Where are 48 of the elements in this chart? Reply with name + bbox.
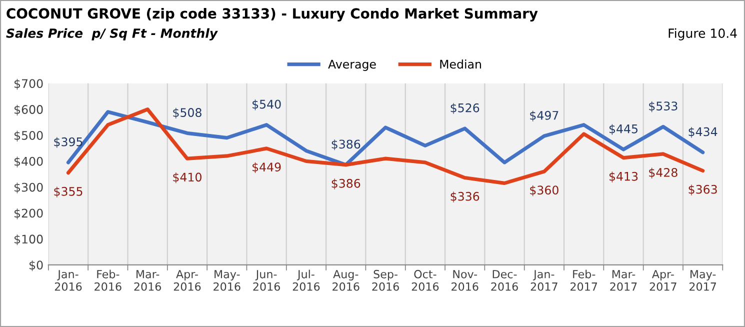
x-tick-label: Aug- 2016 [332,270,360,291]
chart-title: COCONUT GROVE (zip code 33133) - Luxury Condo Market Summary [6,8,538,22]
x-tick-label: Feb- 2016 [94,270,122,291]
data-label: $540 [252,100,281,110]
x-tick-label: Jul- 2016 [292,270,320,291]
x-tick-label: May- 2017 [689,270,716,291]
x-tick-label: Jan- 2016 [54,270,82,291]
x-tick-label: Jun- 2016 [253,270,280,291]
y-tick-label: $300 [14,182,43,194]
y-tick-label: $100 [14,234,43,246]
data-label: $434 [688,127,718,138]
data-label: $360 [530,185,558,196]
x-tick-label: Apr- 2017 [650,270,676,291]
data-label: $497 [530,110,558,122]
caption: Figure 10.4 [668,28,737,40]
x-tick-label: Jan- 2017 [530,270,558,291]
data-label: $508 [173,108,202,119]
x-tick-label: Dec- 2016 [491,270,518,291]
x-tick-label: Sep- 2016 [372,270,399,291]
data-label: $428 [649,168,678,178]
data-label: $355 [54,186,82,198]
legend-label: Average [328,60,376,71]
data-label: $533 [649,101,678,112]
y-tick-label: $400 [14,156,43,168]
y-tick-label: $0 [30,260,43,272]
x-tick-label: Nov- 2016 [452,270,478,291]
data-label: $336 [450,192,480,202]
x-tick-label: Apr- 2016 [174,270,201,291]
y-tick-label: $500 [14,130,43,142]
y-tick-label: $600 [14,104,43,116]
data-label: $386 [332,178,360,190]
data-label: $526 [450,103,480,114]
data-label: $386 [332,139,360,150]
data-label: $413 [609,172,638,182]
data-label: $449 [252,162,281,174]
legend-label: Median [440,60,482,69]
data-label: $395 [54,137,82,148]
x-tick-label: May- 2016 [214,270,240,291]
data-label: $363 [688,184,717,196]
x-tick-label: Mar- 2016 [134,270,162,291]
x-tick-label: Oct- 2016 [412,270,439,291]
chart-subtitle: Sales Price p/ Sq Ft - Monthly [6,28,218,40]
y-tick-label: $200 [14,208,43,220]
x-tick-label: Feb- 2017 [570,270,598,291]
data-label: $445 [609,124,638,135]
y-tick-label: $700 [14,78,43,90]
data-label: $410 [173,172,202,184]
x-tick-label: Mar- 2017 [610,270,637,291]
